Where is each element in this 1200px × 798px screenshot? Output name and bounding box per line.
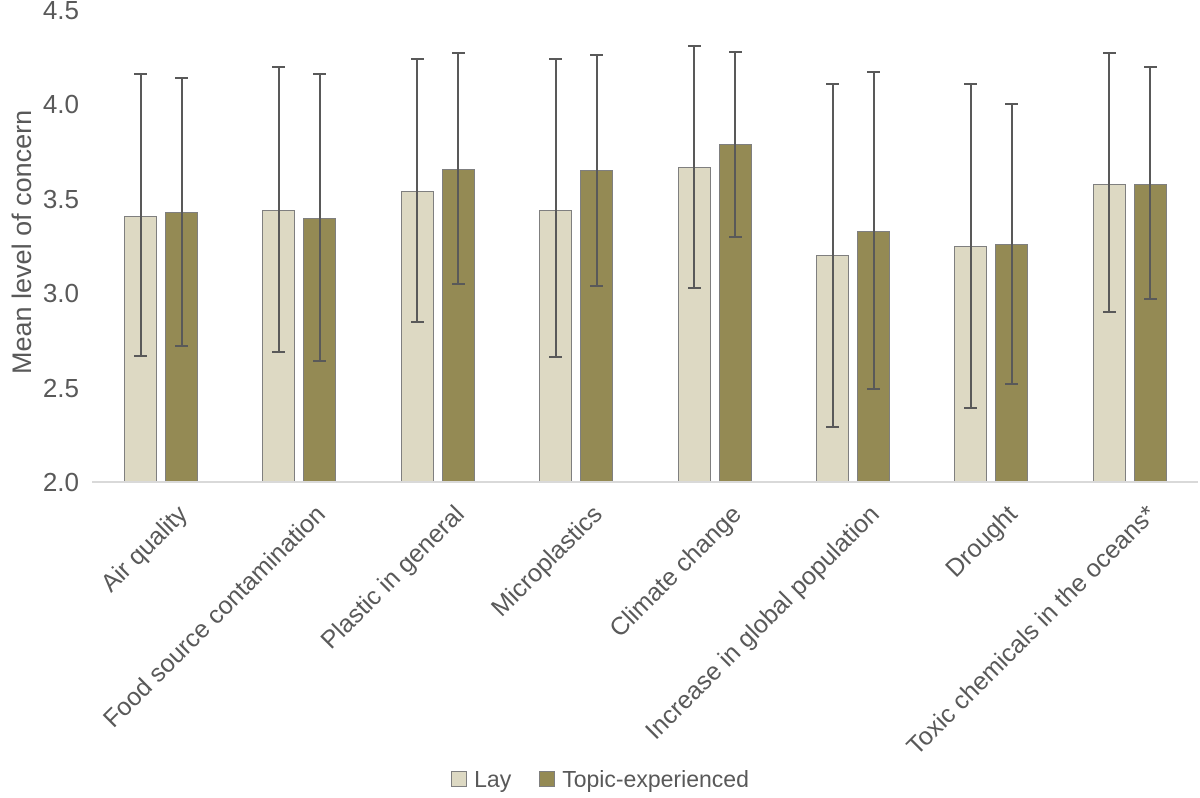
error-bar-line — [595, 55, 598, 286]
legend-item: Lay — [451, 766, 511, 793]
error-bar-cap-top — [272, 65, 286, 68]
error-bar-cap-bottom — [451, 282, 465, 285]
error-bar-line — [831, 83, 834, 428]
error-bar-cap-top — [964, 82, 978, 85]
error-bar-line — [318, 74, 321, 362]
legend: Lay Topic-experienced — [0, 762, 1200, 796]
error-bar-cap-top — [313, 73, 327, 76]
error-bar-cap-bottom — [964, 407, 978, 410]
error-bar-line — [457, 53, 460, 284]
y-tick-label: 3.5 — [42, 183, 79, 214]
error-bar-line — [180, 77, 183, 347]
error-bar-cap-bottom — [1143, 297, 1157, 300]
y-tick-label: 2.5 — [42, 372, 79, 403]
error-bar-line — [277, 66, 280, 352]
error-bar-line — [1010, 104, 1013, 384]
error-bar-line — [1149, 66, 1152, 299]
error-bar-line — [734, 51, 737, 237]
error-bar-cap-bottom — [1102, 311, 1116, 314]
error-bar-cap-bottom — [728, 235, 742, 238]
error-bar-cap-top — [549, 58, 563, 61]
y-tick-label: 4.0 — [42, 89, 79, 120]
legend-swatch-icon — [539, 771, 556, 787]
error-bar-cap-bottom — [687, 286, 701, 289]
legend-swatch-icon — [451, 771, 468, 787]
error-bar-cap-bottom — [826, 426, 839, 429]
error-bar-cap-top — [1005, 103, 1019, 106]
error-bar-line — [139, 74, 142, 356]
error-bar-cap-bottom — [590, 284, 604, 287]
error-bar-cap-top — [134, 73, 147, 76]
error-bar-cap-bottom — [313, 360, 327, 363]
legend-label: Lay — [474, 765, 512, 792]
x-axis-line — [92, 481, 1198, 483]
error-bar-line — [969, 83, 972, 409]
error-bar-cap-top — [410, 58, 424, 61]
y-tick-label: 4.5 — [42, 0, 79, 25]
error-bar-line — [1108, 53, 1111, 313]
error-bar-cap-top — [826, 82, 839, 85]
error-bar-line — [693, 45, 696, 288]
y-axis-title: Mean level of concern — [7, 109, 37, 374]
error-bar-cap-top — [1143, 65, 1157, 68]
error-bar-cap-top — [590, 54, 604, 57]
error-bar-line — [416, 59, 419, 322]
y-tick-label: 3.0 — [42, 278, 79, 309]
error-bar-cap-bottom — [549, 356, 563, 359]
error-bar-cap-top — [687, 44, 701, 47]
y-tick-label: 2.0 — [42, 467, 79, 497]
error-bar-cap-bottom — [272, 350, 286, 353]
error-bar-cap-top — [175, 76, 188, 79]
error-bar-cap-top — [1102, 52, 1116, 55]
error-bar-cap-top — [451, 52, 465, 55]
error-bar-cap-top — [867, 71, 880, 74]
error-bar-cap-bottom — [175, 345, 188, 348]
error-bar-cap-bottom — [410, 320, 424, 323]
error-bar-line — [872, 72, 875, 390]
legend-label: Topic-experienced — [562, 765, 749, 792]
error-bar-cap-top — [728, 50, 742, 53]
error-bar-cap-bottom — [1005, 382, 1019, 385]
error-bar-line — [554, 59, 557, 358]
error-bar-cap-bottom — [867, 388, 880, 391]
legend-item: Topic-experienced — [539, 766, 749, 793]
error-bar-cap-bottom — [134, 354, 147, 357]
